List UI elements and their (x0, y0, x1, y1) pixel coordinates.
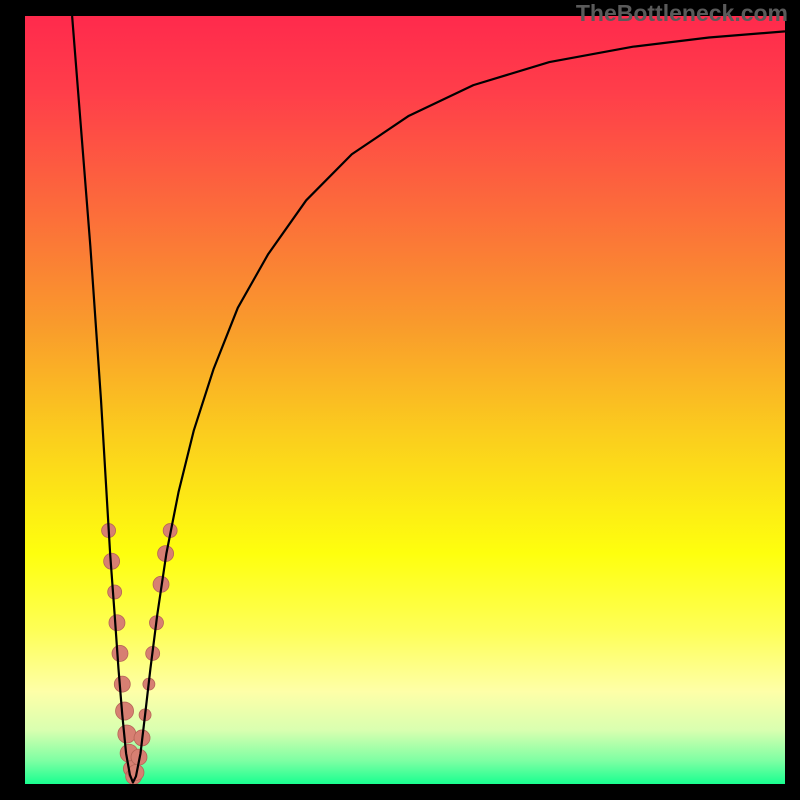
watermark-text: TheBottleneck.com (576, 0, 788, 27)
plot-svg (25, 16, 785, 784)
data-marker (112, 645, 128, 661)
chart-container: TheBottleneck.com (0, 0, 800, 800)
data-marker (109, 615, 125, 631)
data-marker (116, 702, 134, 720)
data-marker (114, 676, 130, 692)
data-marker (108, 585, 122, 599)
plot-area (25, 16, 785, 784)
bottleneck-curve (72, 16, 785, 782)
data-marker (118, 725, 136, 743)
